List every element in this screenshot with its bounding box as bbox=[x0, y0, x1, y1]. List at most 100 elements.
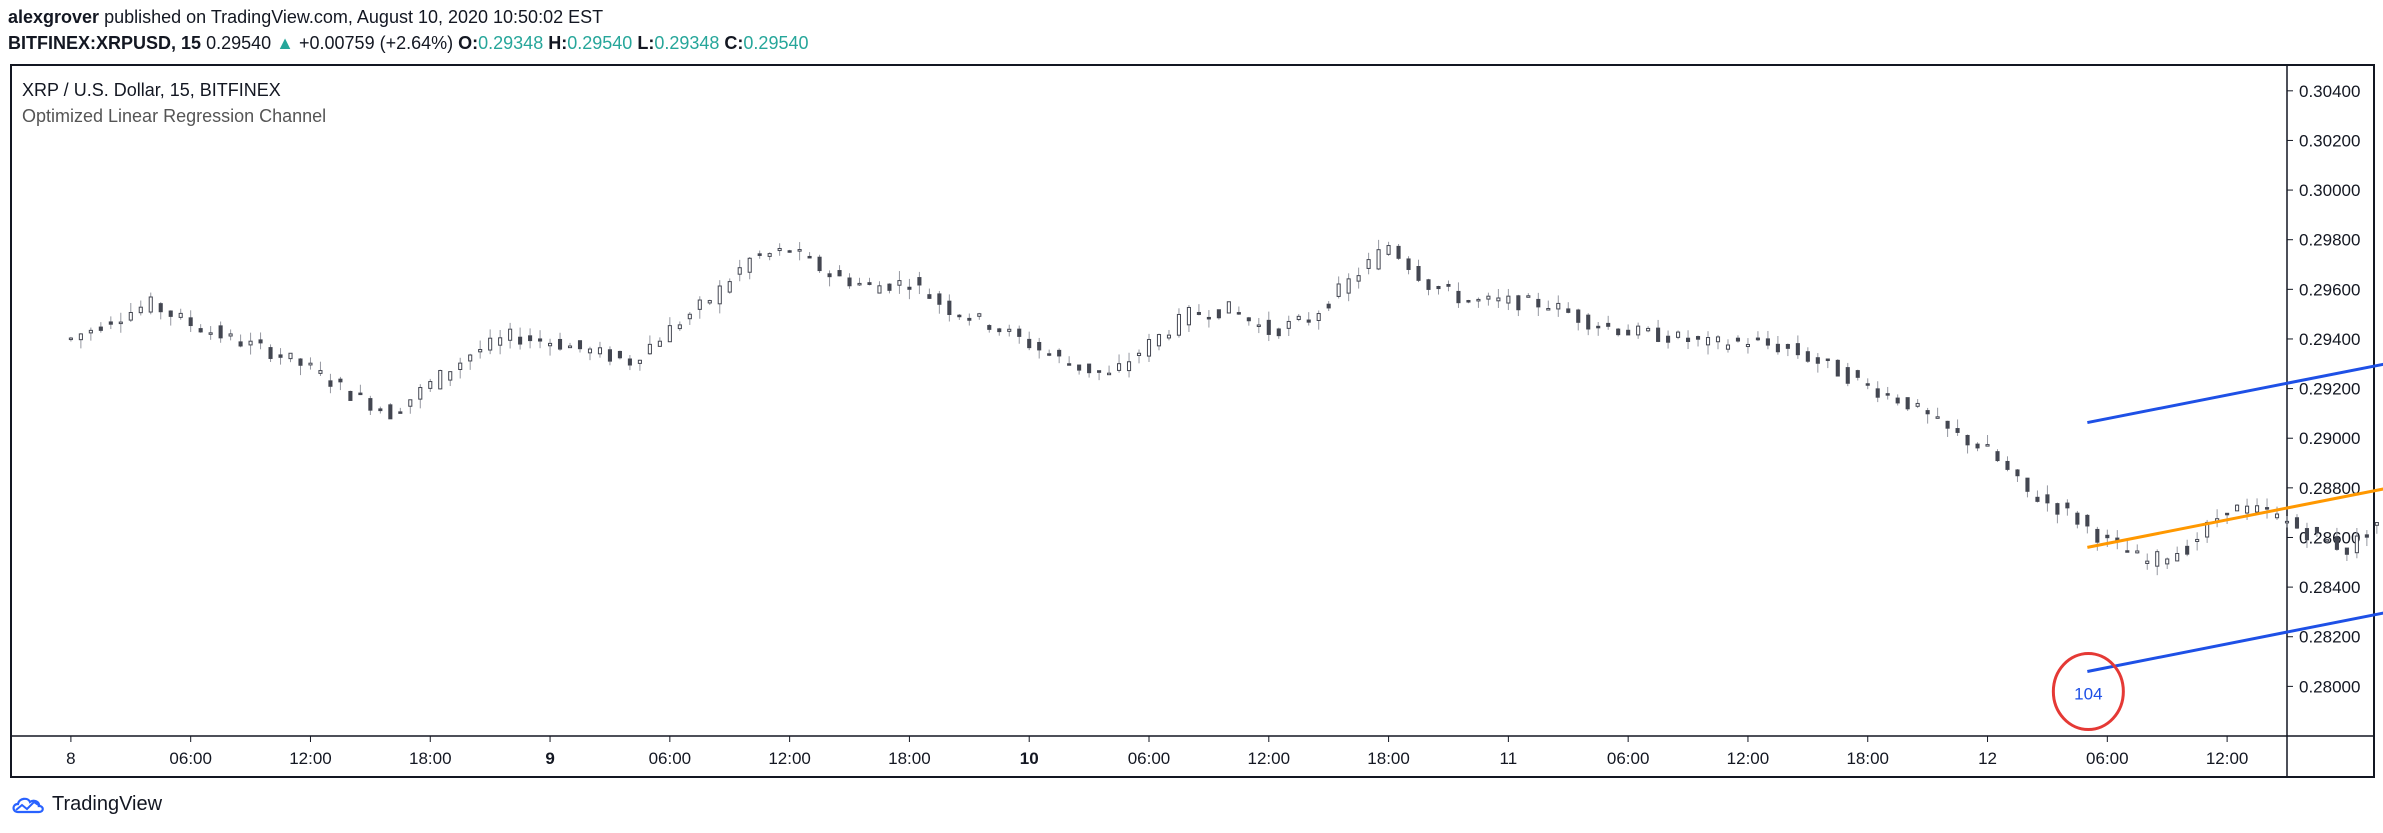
candle-body bbox=[248, 340, 253, 346]
candle-body bbox=[1366, 259, 1371, 269]
candle-body bbox=[228, 333, 233, 337]
candle-body bbox=[867, 282, 872, 285]
time-tick-label: 12:00 bbox=[1248, 749, 1291, 768]
candle-body bbox=[238, 341, 243, 347]
candle-body bbox=[2274, 513, 2280, 519]
candle-body bbox=[2195, 538, 2200, 542]
candle-body bbox=[1586, 314, 1591, 330]
candle-body bbox=[1406, 258, 1411, 270]
candle-body bbox=[528, 335, 533, 342]
candle-body bbox=[787, 250, 792, 253]
candle-body bbox=[1316, 313, 1321, 321]
candle-body bbox=[538, 338, 543, 342]
tradingview-logo[interactable]: TradingView bbox=[10, 792, 162, 816]
candle-body bbox=[2294, 517, 2300, 529]
candle-body bbox=[657, 340, 662, 347]
candle-body bbox=[1176, 313, 1181, 336]
candle-body bbox=[1536, 298, 1541, 308]
time-tick-label: 12:00 bbox=[2206, 749, 2249, 768]
candle-body bbox=[1636, 325, 1641, 336]
candle-body bbox=[478, 349, 483, 353]
candle-body bbox=[2235, 504, 2240, 512]
candle-body bbox=[667, 325, 672, 343]
candle-body bbox=[1426, 279, 1431, 290]
chart-frame[interactable] bbox=[10, 64, 2375, 778]
candle-body bbox=[1556, 302, 1561, 310]
candle-body bbox=[1216, 309, 1221, 319]
candle-body bbox=[607, 349, 612, 362]
candle-body bbox=[967, 317, 972, 321]
candle-body bbox=[1027, 338, 1032, 349]
candle-body bbox=[807, 255, 812, 259]
candle-body bbox=[1646, 327, 1651, 332]
candle-body bbox=[907, 286, 912, 290]
candle-body bbox=[1576, 309, 1581, 323]
candle-body bbox=[737, 267, 742, 275]
candle-body bbox=[2015, 469, 2020, 477]
candle-body bbox=[1286, 320, 1291, 329]
indicator-name[interactable]: Optimized Linear Regression Channel bbox=[22, 106, 327, 126]
candle-body bbox=[158, 303, 163, 313]
candle-body bbox=[1386, 245, 1391, 255]
candle-body bbox=[1117, 363, 1122, 371]
candle-body bbox=[2055, 503, 2060, 515]
candle-body bbox=[1735, 337, 1741, 342]
candle-body bbox=[1546, 308, 1551, 311]
high-value: 0.29540 bbox=[567, 33, 633, 53]
candle-body bbox=[1995, 451, 2000, 462]
time-tick-label: 12:00 bbox=[768, 749, 811, 768]
candle-body bbox=[208, 332, 213, 335]
candle-body bbox=[1745, 343, 1750, 348]
candle-body bbox=[2165, 558, 2170, 565]
candle-body bbox=[1626, 329, 1631, 336]
candle-body bbox=[1765, 338, 1770, 346]
time-tick-label: 06:00 bbox=[169, 749, 212, 768]
candle-body bbox=[2075, 512, 2080, 525]
candle-body bbox=[727, 281, 732, 293]
candle-body bbox=[1925, 410, 1930, 415]
candle-body bbox=[1695, 336, 1701, 340]
candle-body bbox=[757, 253, 762, 256]
candle-body bbox=[388, 404, 393, 420]
candle-body bbox=[2035, 496, 2040, 502]
candle-body bbox=[917, 277, 922, 286]
candle-body bbox=[268, 347, 273, 359]
candle-body bbox=[927, 294, 932, 299]
candle-body bbox=[138, 306, 143, 314]
candle-body bbox=[188, 317, 193, 327]
candle-body bbox=[2005, 460, 2010, 470]
candle-body bbox=[1416, 266, 1421, 281]
candle-body bbox=[218, 325, 223, 339]
candle-body bbox=[128, 311, 133, 321]
candle-body bbox=[557, 338, 563, 350]
candle-body bbox=[1206, 316, 1211, 320]
candle-body bbox=[2225, 512, 2230, 516]
price-tick-label: 0.28000 bbox=[2299, 677, 2360, 696]
price-tick-label: 0.29400 bbox=[2299, 330, 2360, 349]
price-tick-label: 0.30200 bbox=[2299, 131, 2360, 150]
publish-info: published on TradingView.com, August 10,… bbox=[104, 7, 604, 27]
price-tick-label: 0.28800 bbox=[2299, 479, 2360, 498]
candle-body bbox=[1955, 428, 1960, 433]
time-tick-label: 06:00 bbox=[649, 749, 692, 768]
price-tick-label: 0.28200 bbox=[2299, 628, 2360, 647]
low-value: 0.29348 bbox=[654, 33, 720, 53]
candle-body bbox=[2135, 550, 2140, 554]
candle-body bbox=[2065, 502, 2070, 509]
candle-body bbox=[1606, 322, 1611, 327]
candle-body bbox=[1436, 286, 1441, 290]
candle-body bbox=[857, 282, 862, 286]
candle-body bbox=[2354, 535, 2359, 554]
candle-body bbox=[897, 280, 902, 286]
candle-body bbox=[1905, 397, 1910, 410]
publisher-name[interactable]: alexgrover bbox=[8, 7, 100, 27]
candle-body bbox=[2145, 560, 2150, 564]
candle-body bbox=[258, 339, 263, 344]
candle-body bbox=[108, 321, 113, 325]
candle-body bbox=[1596, 325, 1601, 329]
candle-body bbox=[2025, 477, 2030, 492]
close-value: 0.29540 bbox=[743, 33, 809, 53]
candle-body bbox=[887, 283, 892, 291]
candle-body bbox=[847, 277, 852, 287]
